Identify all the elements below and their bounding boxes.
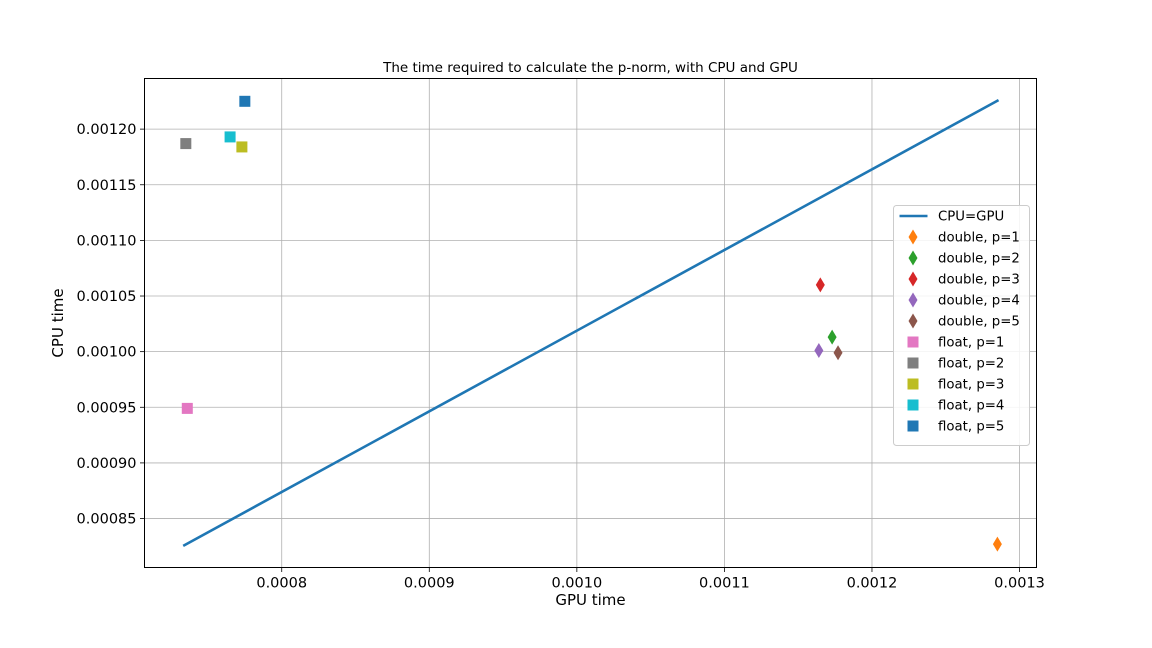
legend-marker bbox=[907, 336, 919, 348]
cpu-gpu-line bbox=[182, 98, 1000, 548]
legend-label: double, p=2 bbox=[938, 252, 1020, 267]
legend-label: float, p=3 bbox=[938, 378, 1004, 393]
legend-label: CPU=GPU bbox=[938, 210, 1004, 225]
legend-label: float, p=5 bbox=[938, 420, 1004, 435]
plot-area bbox=[180, 95, 1002, 552]
legend-marker bbox=[908, 292, 918, 308]
legend-label: float, p=4 bbox=[938, 399, 1004, 414]
data-point bbox=[815, 277, 825, 293]
data-point bbox=[827, 329, 837, 345]
y-tick-label: 0.00100 bbox=[77, 345, 137, 361]
data-point bbox=[180, 138, 192, 150]
data-point bbox=[814, 343, 824, 359]
legend-label: double, p=1 bbox=[938, 231, 1020, 246]
x-tick-label: 0.0013 bbox=[994, 576, 1045, 592]
legend: CPU=GPU double, p=1 double, p=2 double, p=3… bbox=[893, 205, 1030, 446]
legend-label: double, p=5 bbox=[938, 315, 1020, 330]
y-tick-label: 0.00085 bbox=[77, 512, 137, 528]
legend-marker bbox=[908, 271, 918, 287]
y-tick-label: 0.00105 bbox=[77, 289, 137, 305]
legend-label: double, p=3 bbox=[938, 273, 1020, 288]
x-axis-label: GPU time bbox=[555, 591, 625, 609]
data-point bbox=[224, 131, 236, 143]
legend-label: double, p=4 bbox=[938, 294, 1020, 309]
legend-marker bbox=[908, 229, 918, 245]
legend-marker bbox=[907, 378, 919, 390]
legend-box bbox=[893, 205, 1030, 446]
data-point bbox=[236, 141, 248, 153]
x-tick-label: 0.0012 bbox=[847, 576, 898, 592]
x-tick-label: 0.0009 bbox=[404, 576, 455, 592]
legend-marker bbox=[907, 357, 919, 369]
legend-marker bbox=[907, 420, 919, 432]
y-axis: 0.00085 0.00090 0.00095 0.00100 0.00105 0.001… bbox=[77, 122, 145, 528]
legend-label: float, p=2 bbox=[938, 357, 1004, 372]
x-tick-label: 0.0008 bbox=[256, 576, 307, 592]
chart-title: The time required to calculate the p-nor… bbox=[382, 60, 798, 76]
data-point bbox=[992, 536, 1002, 552]
data-point bbox=[239, 95, 251, 107]
data-point bbox=[181, 402, 193, 414]
x-tick-label: 0.0010 bbox=[551, 576, 602, 592]
legend-label: float, p=1 bbox=[938, 336, 1004, 351]
y-tick-label: 0.00120 bbox=[77, 122, 137, 138]
y-tick-label: 0.00090 bbox=[77, 456, 137, 472]
x-tick-label: 0.0011 bbox=[699, 576, 750, 592]
x-axis: 0.0008 0.0009 0.0010 0.0011 0.0012 0.0013 bbox=[256, 567, 1045, 592]
y-tick-label: 0.00110 bbox=[77, 233, 137, 249]
y-tick-label: 0.00095 bbox=[77, 400, 137, 416]
y-tick-label: 0.00115 bbox=[77, 178, 137, 194]
axes-frame bbox=[144, 78, 1037, 568]
data-point bbox=[833, 345, 843, 361]
legend-marker bbox=[907, 399, 919, 411]
y-axis-label: CPU time bbox=[49, 288, 67, 357]
legend-marker bbox=[908, 250, 918, 266]
legend-marker bbox=[908, 313, 918, 329]
